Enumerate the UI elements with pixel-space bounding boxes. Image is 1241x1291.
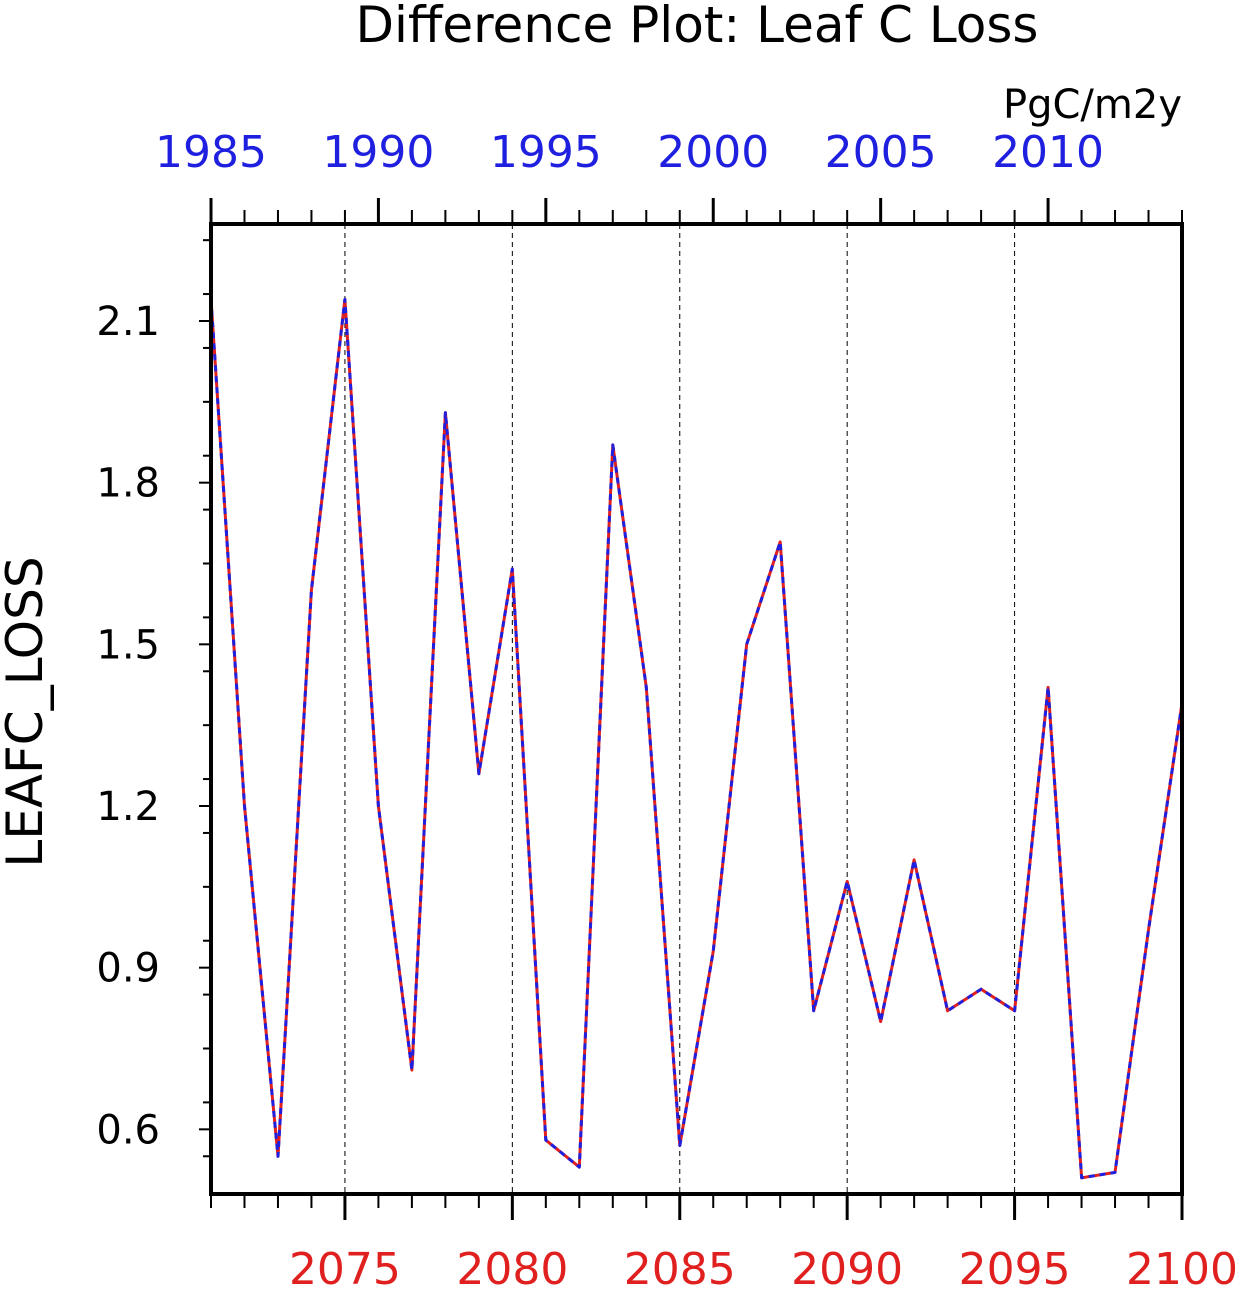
units-label: PgC/m2y	[1003, 82, 1182, 128]
y-tick-label: 0.9	[96, 946, 160, 992]
y-tick-label: 1.5	[96, 622, 160, 668]
y-tick-label: 2.1	[96, 299, 160, 345]
bottom-x-tick-labels: 2075 2080 2085 2090 2095 2100	[289, 1244, 1238, 1291]
top-x-tick-label: 1990	[322, 127, 434, 178]
bottom-x-tick-label: 2100	[1126, 1244, 1238, 1286]
top-x-tick-label: 2000	[657, 127, 769, 178]
y-tick-label: 1.2	[96, 784, 160, 830]
bottom-x-tick-label: 2075	[289, 1244, 401, 1286]
top-x-tick-labels: 1985 1990 1995 2000 2005 2010	[155, 127, 1104, 178]
bottom-x-tick-label: 2080	[456, 1244, 568, 1286]
y-axis-label: LEAFC_LOSS	[0, 556, 54, 867]
top-x-tick-label: 1995	[490, 127, 602, 178]
y-tick-label: 1.8	[96, 461, 160, 507]
series-line-blue	[209, 297, 1184, 1180]
top-x-tick-label: 1985	[155, 127, 267, 178]
bottom-x-tick-label: 2085	[624, 1244, 736, 1286]
series-group	[209, 297, 1184, 1180]
plot-frame	[209, 222, 1184, 1196]
chart-title: Difference Plot: Leaf C Loss	[356, 0, 1039, 54]
bottom-x-tick-label: 2095	[959, 1244, 1071, 1286]
y-tick-label: 0.6	[96, 1107, 160, 1153]
bottom-x-tick-label: 2090	[791, 1244, 903, 1286]
grid-lines	[344, 224, 1016, 1194]
top-x-tick-label: 2010	[992, 127, 1104, 178]
y-tick-labels: 0.6 0.9 1.2 1.5 1.8 2.1	[96, 299, 160, 1153]
axis-ticks	[199, 198, 1184, 1220]
top-x-tick-label: 2005	[825, 127, 937, 178]
